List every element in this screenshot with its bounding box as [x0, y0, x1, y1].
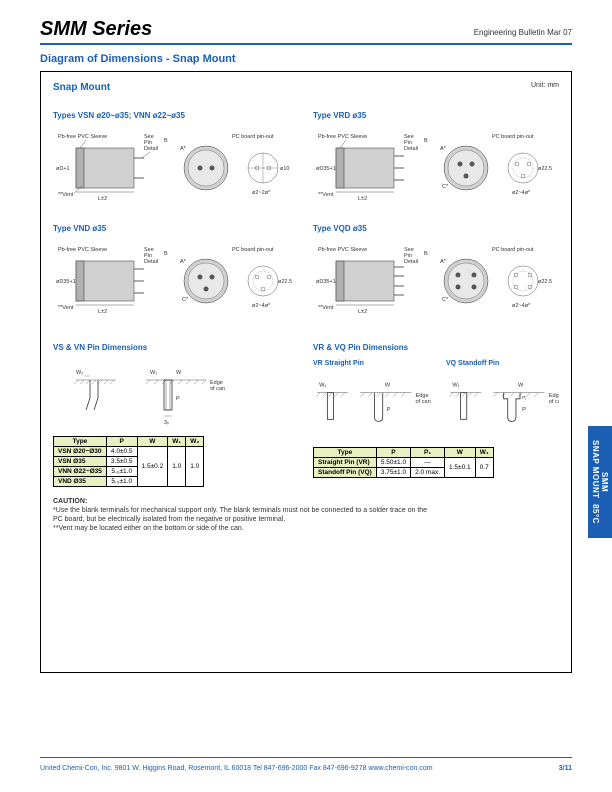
section-hdr-vsn-vnn: Types VSN ø20~ø35; VNN ø22~ø35	[53, 111, 299, 120]
svg-text:ø2~2ø*: ø2~2ø*	[252, 190, 271, 196]
svg-text:**Vent: **Vent	[58, 192, 74, 198]
bulletin-date: Engineering Bulletin Mar 07	[474, 28, 572, 37]
table-vr-vq: TypePP₁WW₁ Straight Pin (VR)5.50±1.0—1.5…	[313, 447, 494, 478]
diagram-vs-vn-pins: W₂ W₁ W P Edgeof can 3ᵥ	[53, 360, 299, 430]
svg-text:L±2: L±2	[98, 309, 107, 315]
svg-text:øD35+1: øD35+1	[316, 279, 336, 285]
svg-text:ø2~4ø*: ø2~4ø*	[252, 303, 271, 309]
svg-text:Pb-free PVC Sleeve: Pb-free PVC Sleeve	[318, 134, 367, 140]
svg-text:PC board pin-out: PC board pin-out	[232, 134, 274, 140]
svg-text:L±2: L±2	[98, 196, 107, 202]
diagram-vsn-vnn: Pb-free PVC Sleeve SeePinDetail øD+1 **V…	[53, 128, 299, 206]
svg-text:**Vent: **Vent	[58, 305, 74, 311]
svg-text:SeePinDetail: SeePinDetail	[144, 134, 158, 152]
section-hdr-vnd: Type VND ø35	[53, 224, 299, 233]
section-hdr-vs-vn-pins: VS & VN Pin Dimensions	[53, 343, 299, 352]
svg-text:L±2: L±2	[358, 309, 367, 315]
footer-text: United Chemi-Con, Inc. 9801 W. Higgins R…	[40, 765, 433, 772]
svg-text:øD+1: øD+1	[56, 166, 70, 172]
svg-text:ø10: ø10	[280, 166, 289, 172]
svg-text:**Vent: **Vent	[318, 192, 334, 198]
sub-hdr-vq: VQ Standoff Pin	[446, 360, 559, 367]
svg-text:PC board pin-out: PC board pin-out	[492, 247, 534, 253]
content-box: Snap Mount Unit: mm Types VSN ø20~ø35; V…	[40, 71, 572, 673]
unit-label: Unit: mm	[531, 82, 559, 89]
svg-text:Pb-free PVC Sleeve: Pb-free PVC Sleeve	[318, 247, 367, 253]
svg-text:W₂: W₂	[76, 370, 83, 376]
svg-text:P: P	[387, 407, 391, 413]
svg-text:PC board pin-out: PC board pin-out	[232, 247, 274, 253]
svg-text:ø2~4ø*: ø2~4ø*	[512, 303, 531, 309]
svg-text:øD35+1: øD35+1	[56, 279, 76, 285]
svg-text:Edgeof can: Edgeof can	[210, 380, 225, 392]
svg-text:Pb-free PVC Sleeve: Pb-free PVC Sleeve	[58, 134, 107, 140]
caution-line2: PC board, but be electrically isolated f…	[53, 515, 559, 524]
svg-text:W: W	[176, 370, 182, 376]
svg-text:W: W	[518, 383, 524, 389]
svg-text:ø2~4ø*: ø2~4ø*	[512, 190, 531, 196]
box-title: Snap Mount	[53, 82, 559, 93]
svg-text:W₁: W₁	[452, 383, 459, 389]
svg-text:A*: A*	[440, 146, 447, 152]
section-hdr-vqd: Type VQD ø35	[313, 224, 559, 233]
svg-text:3ᵥ: 3ᵥ	[164, 420, 169, 426]
page-number: 3/11	[559, 765, 572, 772]
series-title: SMM Series	[40, 18, 152, 41]
svg-text:W₁: W₁	[150, 370, 157, 376]
svg-text:B: B	[164, 251, 168, 257]
svg-text:ø22.5: ø22.5	[538, 279, 552, 285]
diagram-vnd: Pb-free PVC Sleeve SeePinDetail øD35+1 *…	[53, 241, 299, 319]
svg-text:B: B	[164, 138, 168, 144]
svg-text:L±2: L±2	[358, 196, 367, 202]
svg-text:C*: C*	[442, 184, 449, 190]
svg-text:A*: A*	[180, 259, 187, 265]
diagram-vr-vq-pins: W₁ W P Edgeof can W₁	[313, 371, 559, 441]
svg-text:A*: A*	[180, 146, 187, 152]
svg-text:ø22.5: ø22.5	[278, 279, 292, 285]
svg-text:SeePinDetail: SeePinDetail	[404, 247, 418, 265]
caution-line3: **Vent may be located either on the bott…	[53, 524, 559, 533]
svg-text:Edgeof can: Edgeof can	[416, 393, 431, 405]
section-hdr-vr-vq-pins: VR & VQ Pin Dimensions	[313, 343, 559, 352]
svg-text:B: B	[424, 138, 428, 144]
svg-text:PC board pin-out: PC board pin-out	[492, 134, 534, 140]
diagram-vrd: Pb-free PVC Sleeve SeePinDetail øD35+1 *…	[313, 128, 559, 206]
svg-text:A*: A*	[440, 259, 447, 265]
svg-text:Edgeof can: Edgeof can	[549, 393, 559, 405]
svg-text:P: P	[176, 396, 180, 402]
side-tab: SMMSNAP MOUNT 85°C	[588, 426, 612, 538]
table-vs-vn: TypePWW₁W₂ VSN Ø20~Ø304.0±0.51.5±0.21.01…	[53, 436, 204, 487]
svg-text:øD35+1: øD35+1	[316, 166, 336, 172]
svg-text:C*: C*	[182, 297, 189, 303]
section-hdr-vrd: Type VRD ø35	[313, 111, 559, 120]
page-subtitle: Diagram of Dimensions - Snap Mount	[0, 45, 612, 69]
svg-text:SeePinDetail: SeePinDetail	[144, 247, 158, 265]
svg-text:Pb-free PVC Sleeve: Pb-free PVC Sleeve	[58, 247, 107, 253]
caution-line1: *Use the blank terminals for mechanical …	[53, 506, 559, 515]
caution-block: CAUTION: *Use the blank terminals for me…	[53, 497, 559, 533]
svg-text:P: P	[522, 407, 526, 413]
svg-text:**Vent: **Vent	[318, 305, 334, 311]
sub-hdr-vr: VR Straight Pin	[313, 360, 426, 367]
svg-text:W₁: W₁	[319, 383, 326, 389]
diagram-vqd: Pb-free PVC Sleeve SeePinDetail øD35+1 *…	[313, 241, 559, 319]
svg-text:W: W	[385, 383, 391, 389]
svg-text:P₁: P₁	[522, 395, 527, 400]
svg-text:B: B	[424, 251, 428, 257]
footer-rule	[40, 757, 572, 759]
svg-text:ø22.5: ø22.5	[538, 166, 552, 172]
side-tab-text: SMMSNAP MOUNT 85°C	[591, 440, 609, 524]
caution-heading: CAUTION:	[53, 497, 559, 506]
svg-text:C*: C*	[442, 297, 449, 303]
svg-text:SeePinDetail: SeePinDetail	[404, 134, 418, 152]
